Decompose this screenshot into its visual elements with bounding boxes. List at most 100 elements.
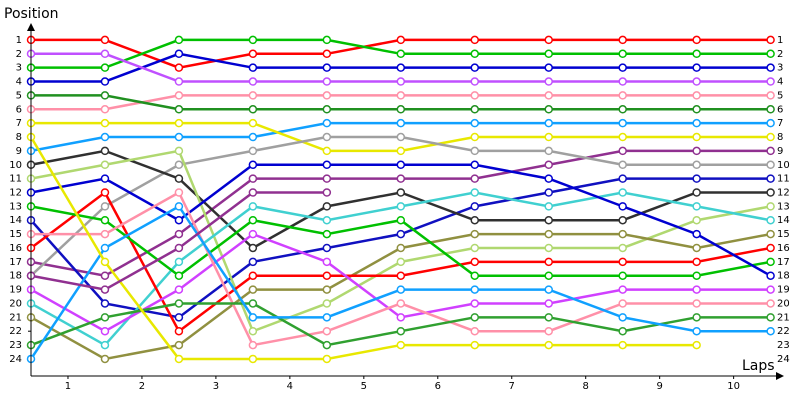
point [544,257,553,267]
y-tick-label: 21 [9,312,22,323]
point [544,326,553,336]
point [766,49,775,59]
point [174,188,184,197]
point [100,77,110,86]
point [766,91,775,100]
y-tick-label-right: 7 [777,118,783,129]
point [692,49,701,59]
point [544,63,553,72]
point [248,174,258,183]
point [248,354,258,364]
y-tick-label: 4 [16,77,22,88]
point [174,91,184,100]
point [618,340,627,350]
point [396,257,406,267]
y-tick-label-right: 15 [777,229,790,240]
point [248,188,258,197]
y-tick-label: 17 [9,257,22,268]
point [470,299,480,308]
point [322,299,332,308]
point [396,285,406,294]
point [174,229,184,239]
point [322,118,332,128]
point [470,271,480,280]
point [248,243,258,253]
point [692,118,701,128]
point [100,35,110,45]
y-axis-title: Position [4,6,59,22]
y-tick-label: 13 [9,201,22,212]
point [248,326,258,336]
point [618,91,627,100]
y-tick-label-right: 4 [777,77,783,88]
y-tick-label: 20 [9,298,22,309]
point [100,229,110,239]
point [322,91,332,100]
point [396,202,406,211]
point [396,271,406,280]
point [618,174,627,183]
point [322,257,332,267]
point [618,77,627,86]
point [692,271,701,280]
y-tick-label-right: 11 [777,174,790,185]
point [396,91,406,100]
y-tick-label-right: 19 [777,285,790,296]
point [544,243,553,253]
point [248,63,258,72]
point [618,160,627,170]
point [618,202,627,211]
point [544,91,553,100]
point [766,188,775,197]
point [544,160,553,170]
point [544,229,553,239]
point [692,326,701,336]
point [470,340,480,350]
y-tick-label-right: 14 [777,215,790,226]
point [396,174,406,183]
point [396,243,406,253]
y-tick-label: 11 [9,174,22,185]
point [100,91,110,100]
point [544,77,553,86]
point [470,326,480,336]
point [692,202,701,211]
point [470,132,480,142]
y-tick-label: 10 [9,160,22,171]
point [174,63,184,72]
point [396,229,406,239]
point [174,35,184,45]
point [322,63,332,72]
x-tick-label: 10 [727,381,740,392]
point [174,285,184,294]
point [174,243,184,253]
point [100,49,110,59]
point [766,118,775,128]
point [766,313,775,322]
point [174,202,184,211]
point [174,118,184,128]
x-arrow [776,372,784,380]
point [544,146,553,156]
point [618,326,627,336]
point [544,285,553,294]
point [618,35,627,45]
y-tick-label-right: 5 [777,90,783,101]
point [544,271,553,280]
y-tick-label-right: 18 [777,271,790,282]
point [544,215,553,225]
point [100,188,110,197]
point [322,77,332,86]
point [692,188,701,197]
point [618,229,627,239]
point [692,340,701,350]
point [618,313,627,322]
point [766,215,775,225]
point [322,340,332,350]
point [322,313,332,322]
point [100,313,110,322]
point [396,215,406,225]
point [470,243,480,253]
point [766,160,775,170]
point [174,257,184,267]
